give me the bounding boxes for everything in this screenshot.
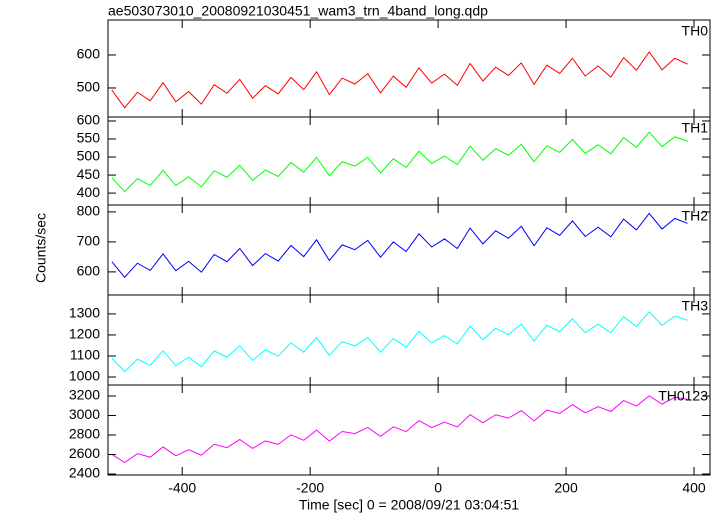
x-tick-label: -200: [296, 480, 324, 496]
y-tick-label: 1000: [69, 368, 100, 384]
y-tick-label: 1100: [70, 347, 100, 363]
data-line: [111, 212, 688, 279]
y-tick-label: 600: [77, 263, 101, 279]
legend-label: TH2: [682, 208, 709, 224]
chart-title: ae503073010_20080921030451_wam3_trn_4ban…: [108, 3, 488, 19]
x-tick-label: -400: [168, 480, 196, 496]
y-tick-label: 2400: [69, 465, 100, 481]
data-line: [111, 51, 688, 109]
panel-frame: [107, 384, 711, 476]
data-line: [111, 395, 688, 464]
legend-label: TH0: [682, 23, 709, 39]
y-tick-label: 3200: [69, 387, 100, 403]
y-tick-label: 500: [77, 79, 101, 95]
y-tick-label: 450: [77, 166, 101, 182]
data-line: [111, 311, 688, 373]
x-axis-label: Time [sec] 0 = 2008/09/21 03:04:51: [299, 497, 519, 513]
y-tick-label: 1300: [69, 305, 100, 321]
data-line: [111, 131, 688, 193]
panel-frame: [107, 204, 711, 296]
y-tick-label: 800: [77, 203, 101, 219]
y-tick-label: 600: [77, 46, 101, 62]
y-tick-label: 2800: [69, 426, 100, 442]
legend-label: TH1: [682, 120, 709, 136]
y-tick-label: 600: [77, 112, 101, 128]
y-tick-label: 400: [77, 184, 101, 200]
panel-frame: [107, 294, 711, 386]
x-tick-label: 0: [434, 480, 442, 496]
y-tick-label: 1200: [69, 326, 100, 342]
y-axis-label: Counts/sec: [33, 213, 49, 283]
panel-frame: [107, 19, 711, 118]
y-tick-label: 500: [77, 148, 101, 164]
y-tick-label: 550: [77, 130, 101, 146]
legend-label: TH0123: [658, 388, 708, 404]
y-tick-label: 700: [77, 233, 101, 249]
x-tick-label: 200: [554, 480, 578, 496]
legend-label: TH3: [682, 298, 709, 314]
panel-frame: [107, 116, 711, 206]
x-tick-label: 400: [682, 480, 706, 496]
y-tick-label: 3000: [69, 406, 100, 422]
y-tick-label: 2600: [69, 445, 100, 461]
